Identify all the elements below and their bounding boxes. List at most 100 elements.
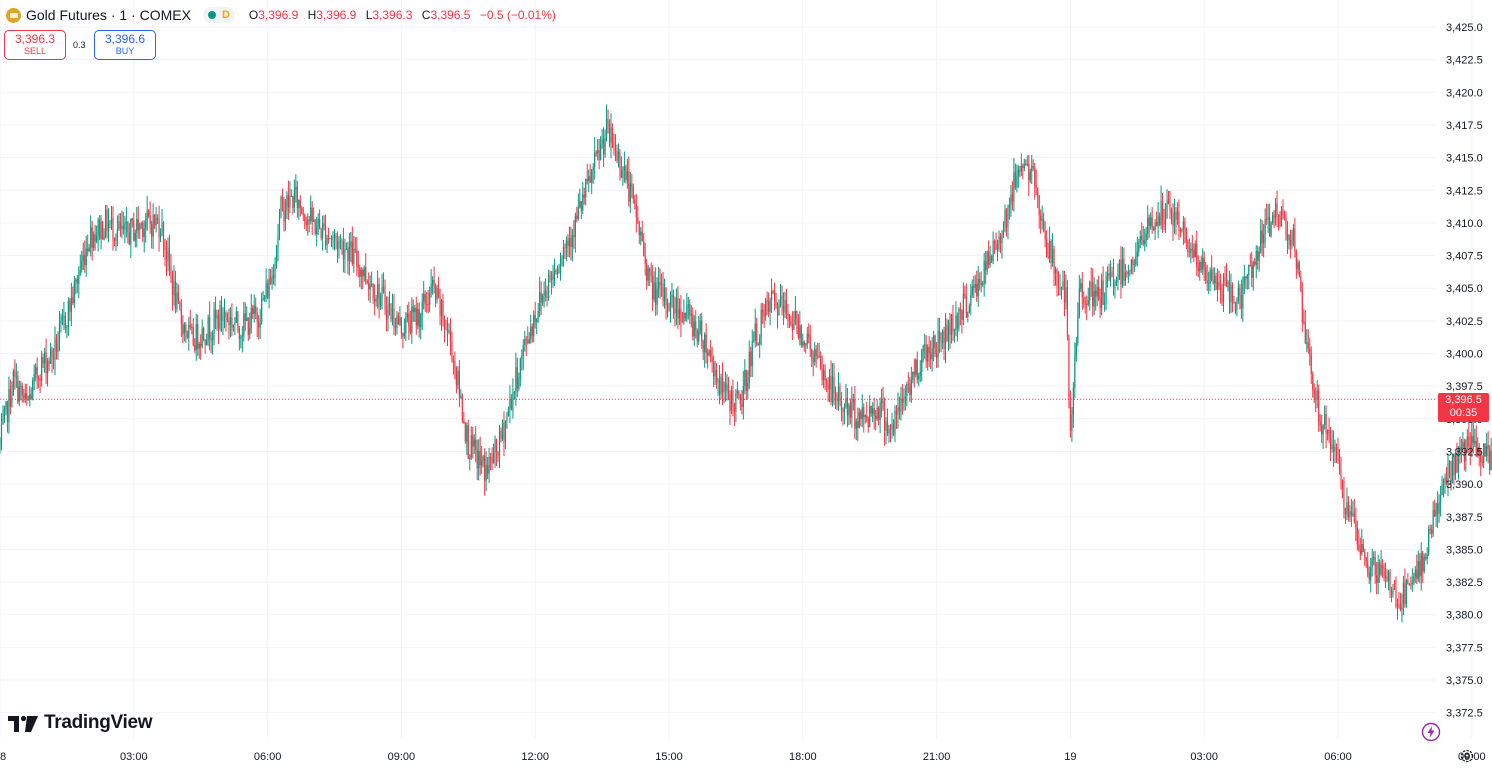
sell-button[interactable]: 3,396.3 SELL	[4, 30, 66, 60]
candle-body	[1194, 243, 1196, 258]
candle-body	[1101, 280, 1103, 309]
candle-body	[439, 295, 441, 316]
candle-body	[991, 255, 993, 262]
candle-body	[1410, 583, 1412, 585]
candle-body	[1139, 235, 1141, 243]
change-value: −0.5 (−0.01%)	[479, 8, 556, 22]
candle-body	[461, 396, 463, 421]
candle-body	[858, 411, 860, 428]
candle-body	[195, 324, 197, 351]
candle-body	[192, 327, 194, 346]
candle-body	[249, 327, 251, 335]
candle-body	[317, 219, 319, 228]
candle-body	[536, 318, 538, 322]
candle-body	[323, 223, 325, 227]
price-tick-label: 3,420.0	[1446, 87, 1483, 99]
candle-body	[1483, 443, 1485, 464]
candle-body	[100, 221, 102, 239]
candle-body	[78, 274, 80, 284]
time-tick-label: 03:00	[120, 751, 148, 763]
candle-body	[301, 207, 303, 214]
candle-body	[791, 325, 793, 330]
market-status-icon[interactable]: D	[202, 7, 235, 23]
candle-body	[20, 385, 22, 387]
candle-body	[308, 219, 310, 222]
candle-body	[1431, 530, 1433, 534]
candle-body	[296, 186, 298, 209]
candle-body	[173, 281, 175, 296]
candle-body	[1387, 571, 1390, 581]
candle-body	[555, 270, 557, 274]
candle-body	[414, 307, 416, 313]
candle-body	[562, 247, 565, 259]
candle-body	[521, 355, 523, 359]
candle-body	[455, 367, 458, 386]
candle-body	[620, 168, 623, 178]
candle-body	[533, 315, 535, 336]
candle-body	[537, 310, 539, 319]
candle-body	[1166, 199, 1168, 219]
candle-body	[880, 400, 883, 403]
candle-body	[644, 256, 646, 264]
candle-body	[770, 290, 773, 301]
candle-body	[506, 415, 508, 422]
candle-body	[1462, 441, 1464, 448]
candle-body	[159, 234, 162, 237]
candle-body	[634, 198, 636, 204]
candle-body	[130, 218, 132, 245]
candle-body	[705, 334, 707, 353]
candle-body	[1325, 414, 1327, 434]
candle-body	[982, 283, 984, 286]
candle-body	[559, 265, 562, 269]
low-value: 3,396.3	[372, 8, 413, 22]
candle-body	[259, 323, 261, 328]
candle-body	[1115, 281, 1118, 283]
candle-body	[872, 408, 874, 414]
candle-body	[980, 282, 982, 286]
ohlc-values: O3,396.9 H3,396.9 L3,396.3 C3,396.5 −0.5…	[249, 8, 556, 22]
candle-body	[934, 335, 936, 354]
candle-body	[785, 300, 788, 315]
candle-body	[1324, 414, 1326, 425]
candle-body	[1428, 529, 1430, 555]
price-axis[interactable]: 3,425.0 3,422.5 3,420.0 3,417.5 3,415.0 3,412…	[1446, 22, 1483, 720]
candle-body	[121, 225, 123, 229]
candle-body	[806, 333, 808, 345]
candle-body	[63, 316, 65, 318]
candle-body	[989, 255, 991, 265]
price-tick-label: 3,415.0	[1446, 153, 1483, 165]
candle-body	[1309, 348, 1311, 355]
candle-body	[888, 428, 890, 434]
buy-button[interactable]: 3,396.6 BUY	[94, 30, 156, 60]
candle-body	[985, 261, 987, 271]
candle-body	[677, 297, 679, 319]
candle-body	[466, 425, 468, 442]
candle-body	[1419, 561, 1421, 577]
candle-body	[106, 210, 108, 232]
candle-body	[1129, 270, 1131, 272]
candle-body	[882, 400, 884, 410]
candle-body	[213, 309, 215, 334]
candle-body	[1005, 209, 1008, 228]
lightning-icon[interactable]	[1421, 722, 1441, 742]
candle-body	[1060, 287, 1063, 289]
candle-body	[42, 357, 44, 364]
candle-body	[878, 407, 880, 420]
candle-body	[867, 418, 869, 428]
tradingview-logo[interactable]: TradingView	[8, 712, 153, 734]
candle-body	[1429, 529, 1431, 531]
high-label: H	[307, 8, 317, 22]
candle-body	[1050, 240, 1052, 263]
gear-icon[interactable]	[1459, 748, 1475, 764]
candle-body	[1273, 215, 1275, 218]
symbol-title[interactable]: Gold Futures · 1 · COMEX	[26, 7, 191, 23]
candle-body	[152, 214, 154, 237]
candle-body	[1341, 480, 1344, 493]
candle-body	[1106, 273, 1109, 277]
candle-body	[17, 376, 19, 402]
price-tick-label: 3,380.0	[1446, 610, 1483, 622]
candle-body	[1282, 209, 1284, 215]
time-axis[interactable]: 18 03:00 06:00 09:00 12:00 15:00 18:00 21:00 19 0…	[0, 751, 1486, 763]
candle-body	[1377, 562, 1379, 583]
